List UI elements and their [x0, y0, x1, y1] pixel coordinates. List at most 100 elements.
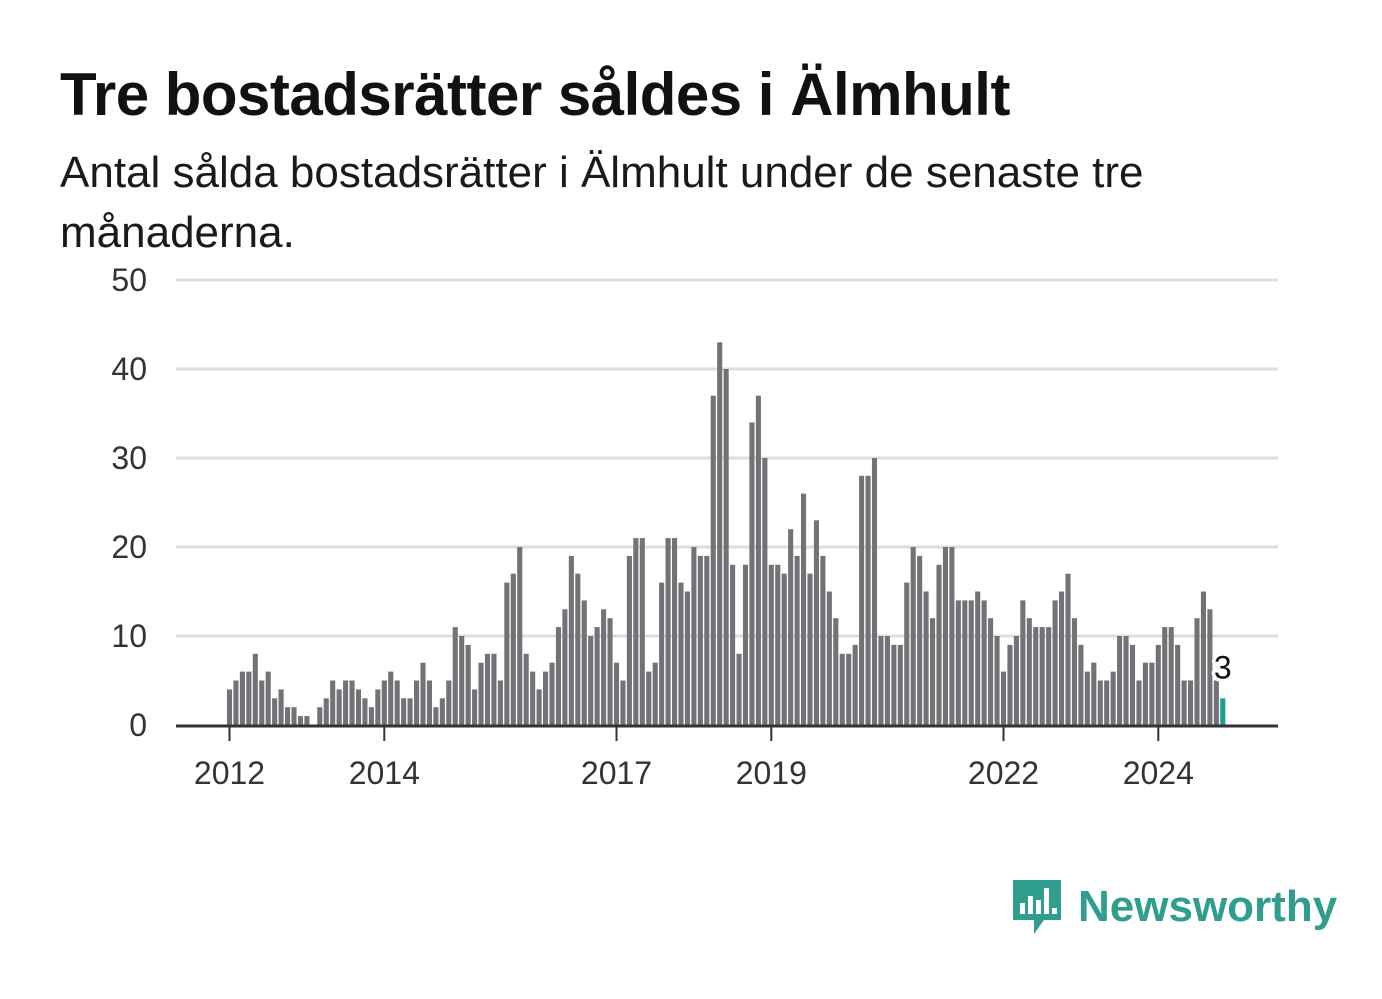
- bar: [762, 458, 768, 725]
- bar: [1149, 662, 1155, 725]
- bar: [1104, 680, 1110, 725]
- x-tick-label: 2017: [581, 755, 652, 791]
- bar: [846, 653, 852, 725]
- bar: [343, 680, 349, 725]
- bar: [536, 689, 542, 725]
- y-tick-label: 10: [111, 618, 147, 654]
- y-tick-label: 50: [111, 262, 147, 298]
- bar: [297, 716, 303, 725]
- bar: [930, 618, 936, 725]
- bar: [523, 653, 529, 725]
- bar: [1123, 636, 1129, 725]
- bar: [710, 395, 716, 725]
- bar: [601, 609, 607, 725]
- bar: [259, 680, 265, 725]
- bar: [904, 582, 910, 725]
- bar: [1110, 671, 1116, 725]
- bar: [388, 671, 394, 725]
- bar: [1033, 627, 1039, 725]
- bar: [355, 689, 362, 725]
- bar: [923, 591, 929, 725]
- bar: [826, 591, 832, 725]
- bar: [697, 555, 703, 725]
- bar: [813, 520, 819, 725]
- data-labels: 3: [1210, 646, 1235, 689]
- bar: [1007, 644, 1013, 725]
- bar: [407, 698, 413, 725]
- bar: [794, 555, 800, 725]
- bar: [742, 564, 749, 725]
- bar: [968, 600, 974, 725]
- bar: [859, 475, 865, 725]
- bar: [381, 680, 387, 725]
- bar: [246, 671, 252, 725]
- bar: [1097, 680, 1103, 725]
- bar: [807, 573, 813, 725]
- bar: [988, 618, 994, 725]
- bar: [949, 547, 955, 725]
- bar: [1142, 662, 1148, 725]
- bar: [439, 698, 445, 725]
- bar: [517, 547, 523, 725]
- bar: [1200, 591, 1206, 725]
- bar: [1000, 671, 1007, 725]
- bar: [981, 600, 987, 725]
- bar: [646, 671, 652, 725]
- bar: [414, 680, 420, 725]
- bar: [788, 529, 794, 725]
- y-tick-label: 40: [111, 351, 147, 387]
- y-axis-ticks: 0 10 20 30 40 50: [111, 262, 147, 743]
- bar: [1091, 662, 1097, 725]
- bar: [704, 555, 710, 725]
- bar: [801, 493, 807, 725]
- bar: [330, 680, 336, 725]
- x-tick-label: 2012: [194, 755, 265, 791]
- bar: [1155, 644, 1161, 725]
- bar: [459, 636, 465, 725]
- bar: [1188, 680, 1194, 725]
- bar: [1052, 600, 1058, 725]
- bar: [833, 618, 839, 725]
- bar: [878, 636, 884, 725]
- bar: [420, 662, 426, 725]
- bar: [736, 653, 742, 725]
- bar: [659, 582, 665, 725]
- y-tick-label: 30: [111, 440, 147, 476]
- bar: [910, 547, 916, 725]
- y-tick-label: 20: [111, 529, 147, 565]
- bar: [678, 582, 684, 725]
- bar: [478, 662, 484, 725]
- brand-name: Newsworthy: [1078, 882, 1338, 931]
- bar: [272, 698, 278, 725]
- bar: [781, 573, 787, 725]
- bar: [884, 636, 890, 725]
- bar: [672, 538, 678, 725]
- bar: [1129, 644, 1136, 725]
- bar: [285, 707, 291, 725]
- bar: [1046, 627, 1052, 725]
- x-tick-label: 2024: [1123, 755, 1194, 791]
- bar: [1213, 680, 1219, 725]
- bar: [1117, 636, 1123, 725]
- bars: [226, 342, 1226, 725]
- bar: [691, 547, 697, 725]
- bar: [613, 662, 620, 725]
- last-value-label: 3: [1214, 649, 1232, 685]
- bar: [226, 689, 233, 725]
- bar: [1162, 627, 1168, 725]
- bar: [252, 653, 258, 725]
- newsworthy-logo-icon: [1013, 880, 1061, 934]
- bar: [575, 573, 581, 725]
- bar: [865, 475, 871, 725]
- bar: [942, 547, 948, 725]
- bar: [530, 671, 536, 725]
- bar: [820, 555, 826, 725]
- bar: [304, 716, 310, 725]
- bar: [1013, 636, 1019, 725]
- chart-title: Tre bostadsrätter såldes i Älmhult: [60, 61, 1010, 128]
- bar: [1065, 573, 1071, 725]
- bar: [349, 680, 355, 725]
- bar: [291, 707, 297, 725]
- bar: [1136, 680, 1142, 725]
